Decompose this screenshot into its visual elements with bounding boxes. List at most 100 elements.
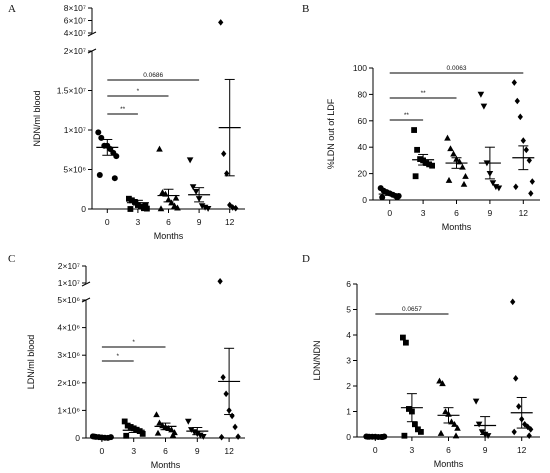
comparison-label: ** — [421, 90, 427, 97]
data-point — [489, 180, 497, 187]
data-point — [379, 194, 386, 201]
y-tick-label: 1×10⁷ — [64, 125, 86, 135]
panel-a-label: A — [8, 3, 16, 15]
y-tick-label: 2×10⁷ — [58, 261, 80, 271]
data-point — [423, 160, 429, 166]
y-tick-label: 60 — [358, 116, 368, 126]
data-point — [495, 185, 503, 192]
x-tick-label: 9 — [488, 208, 493, 218]
data-point — [229, 412, 235, 420]
data-point — [477, 91, 485, 98]
x-tick-label: 0 — [105, 217, 110, 227]
data-point — [154, 429, 162, 436]
y-axis-label: LDN/NDN — [312, 340, 322, 380]
data-point — [523, 146, 529, 154]
data-point — [406, 406, 412, 412]
data-point — [235, 433, 241, 440]
y-tick-label: 6×10⁷ — [64, 16, 86, 26]
data-point — [511, 428, 517, 436]
data-point — [172, 194, 180, 201]
data-point — [415, 426, 421, 433]
axis-break-mark — [87, 31, 97, 37]
data-point — [454, 424, 461, 431]
data-point — [200, 433, 207, 440]
y-tick-label: 2×10⁷ — [64, 46, 86, 56]
y-tick-label: 2 — [346, 381, 351, 391]
x-tick-label: 3 — [131, 446, 136, 456]
panel-b: B 0 20 40 60 80 100 0 3 6 9 12 Months %LDN out of LD… — [302, 3, 540, 232]
data-point — [113, 153, 120, 160]
x-tick-label: 6 — [166, 217, 171, 227]
data-point — [514, 97, 520, 105]
data-point — [528, 190, 534, 197]
x-tick-label: 6 — [446, 445, 451, 455]
data-point — [460, 180, 468, 187]
data-point — [192, 188, 200, 195]
data-point — [401, 432, 408, 439]
data-point — [127, 424, 134, 430]
data-point — [142, 202, 149, 209]
data-point — [111, 175, 118, 182]
y-tick-label: 0 — [346, 432, 351, 442]
x-tick-label: 3 — [421, 208, 426, 218]
data-point — [480, 103, 488, 110]
x-tick-label: 0 — [100, 446, 105, 456]
panel-d-label: D — [302, 253, 310, 265]
data-point — [529, 178, 535, 185]
comparison-label: 0.0686 — [143, 72, 163, 79]
y-tick-label: 6 — [346, 279, 351, 289]
x-axis-label: Months — [434, 459, 464, 469]
data-point — [511, 79, 517, 86]
x-tick-label: 12 — [517, 445, 527, 455]
data-point — [157, 205, 165, 212]
x-tick-label: 6 — [454, 208, 459, 218]
panel-c-label: C — [8, 253, 15, 265]
data-point — [169, 431, 177, 438]
data-point — [186, 157, 194, 164]
y-tick-label: 1.5×10⁷ — [57, 86, 86, 96]
data-point — [526, 432, 532, 440]
data-point — [138, 203, 144, 210]
comparison-label: * — [137, 88, 140, 95]
panel-c: C 0 1×10⁶ 2×10⁶ 3×10⁶ 4×10⁶ 5×10⁶ 1×10⁷ 2×10⁷ 0 3… — [8, 253, 245, 470]
data-point — [452, 432, 460, 439]
x-tick-label: 12 — [225, 217, 235, 227]
data-point — [462, 172, 469, 179]
y-tick-label: 80 — [358, 89, 368, 99]
x-tick-label: 0 — [373, 445, 378, 455]
data-point — [124, 422, 131, 429]
x-tick-label: 9 — [483, 445, 488, 455]
y-tick-label: 4×10⁶ — [57, 323, 80, 333]
y-axis-label: %LDN out of LDF — [326, 98, 336, 169]
data-point — [429, 162, 435, 169]
data-point — [525, 423, 531, 431]
data-point — [156, 419, 163, 426]
x-tick-label: 0 — [387, 208, 392, 218]
y-tick-label: 100 — [353, 63, 367, 73]
y-tick-label: 0 — [75, 433, 80, 443]
data-point — [442, 408, 449, 415]
panel-b-label: B — [302, 3, 309, 15]
data-point — [198, 203, 206, 210]
y-tick-label: 4×10⁷ — [64, 28, 86, 38]
data-point — [400, 334, 406, 341]
y-tick-label: 5×10⁶ — [57, 295, 80, 305]
data-point — [218, 433, 225, 441]
data-point — [168, 426, 175, 433]
data-point — [224, 170, 230, 177]
x-tick-label: 9 — [197, 217, 202, 227]
data-point — [220, 373, 226, 381]
comparison-label: 0.0657 — [402, 306, 422, 313]
data-point — [516, 403, 522, 410]
data-point — [475, 421, 483, 428]
data-point — [411, 127, 417, 133]
data-point — [185, 418, 192, 425]
y-tick-label: 5×10⁶ — [63, 165, 86, 175]
data-point — [451, 420, 458, 427]
data-point — [444, 134, 451, 141]
data-point — [526, 157, 532, 164]
data-point — [436, 377, 443, 384]
data-point — [528, 426, 534, 433]
